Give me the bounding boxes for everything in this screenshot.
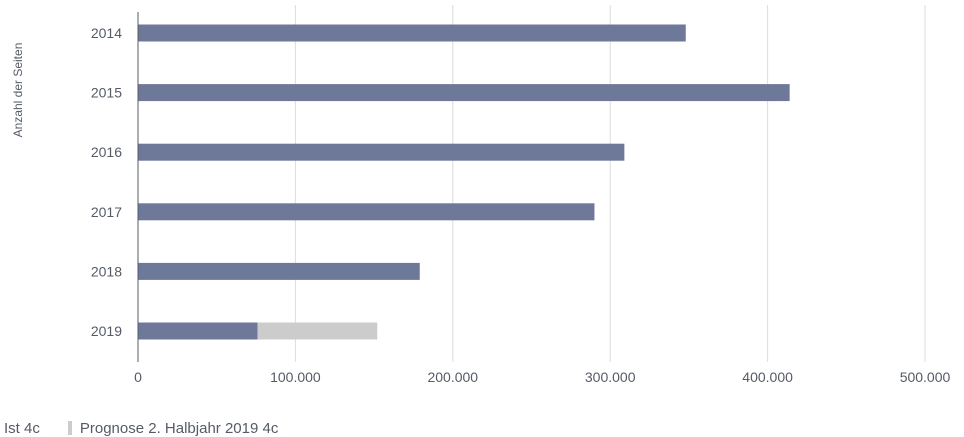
- x-tick-label: 0: [134, 369, 142, 385]
- y-axis-title: Anzahl der Seiten: [11, 43, 25, 138]
- bar-chart: Anzahl der Seiten 2014201520162017201820…: [11, 5, 951, 385]
- legend: Ist 4c Prognose 2. Halbjahr 2019 4c: [4, 419, 278, 437]
- gridlines: [294, 5, 926, 362]
- bars: [138, 24, 790, 340]
- y-tick-labels: 2014 2015 2016 2017 2018 2019: [91, 25, 122, 339]
- y-tick-label: 2016: [91, 144, 122, 160]
- y-tick-label: 2017: [91, 204, 122, 220]
- legend-item-prognose: Prognose 2. Halbjahr 2019 4c: [40, 420, 278, 437]
- bar-ist: [138, 84, 790, 102]
- x-tick-label: 300.000: [585, 369, 636, 385]
- legend-label-prognose: Prognose 2. Halbjahr 2019 4c: [79, 419, 279, 437]
- y-tick-label: 2019: [91, 323, 122, 339]
- bar-prognose: [257, 322, 378, 340]
- x-tick-label: 200.000: [427, 369, 478, 385]
- legend-item-ist: Ist 4c: [4, 420, 40, 437]
- bar-ist: [138, 24, 686, 42]
- legend-label-ist: Ist 4c: [4, 419, 40, 437]
- y-tick-label: 2014: [91, 25, 122, 41]
- legend-swatch-prognose: [67, 421, 72, 435]
- x-tick-label: 500.000: [900, 369, 951, 385]
- x-tick-labels: 0 100.000 200.000 300.000 400.000 500.000: [134, 369, 950, 385]
- y-tick-label: 2018: [91, 263, 122, 279]
- bar-ist: [138, 203, 595, 221]
- y-tick-label: 2015: [91, 85, 122, 101]
- bar-ist: [138, 143, 625, 161]
- x-tick-label: 400.000: [742, 369, 793, 385]
- bar-ist: [138, 262, 420, 280]
- bar-ist: [138, 322, 258, 340]
- x-tick-label: 100.000: [270, 369, 321, 385]
